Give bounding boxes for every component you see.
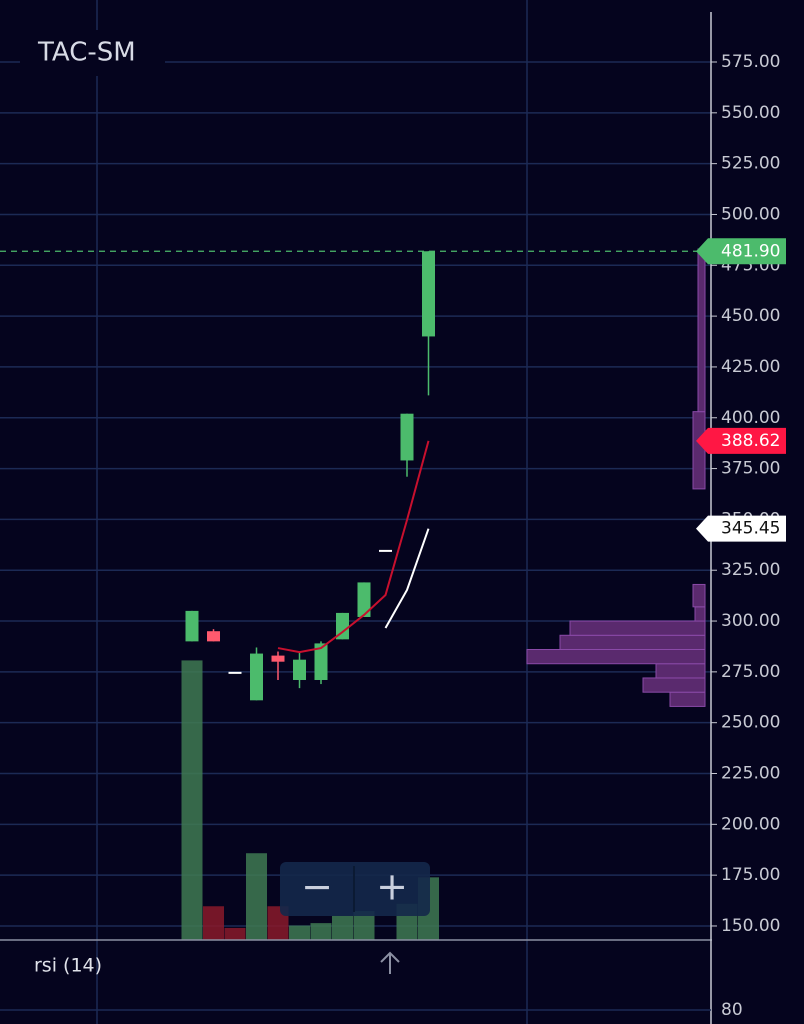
- indicator-line: [277, 440, 430, 654]
- rsi-tick-label: 80: [721, 1000, 743, 1020]
- y-tick-label: 550.00: [721, 103, 780, 123]
- y-tick-label: 200.00: [721, 814, 780, 834]
- y-tick-label: 375.00: [721, 459, 780, 479]
- y-tick-label: 150.00: [721, 916, 780, 936]
- profile-bar: [692, 411, 706, 490]
- y-tick-label: 575.00: [721, 52, 780, 72]
- candle-body: [314, 643, 328, 680]
- profile-bar: [559, 634, 706, 651]
- candle-body: [357, 582, 371, 617]
- profile-bar: [642, 677, 706, 693]
- y-tick-label: 525.00: [721, 154, 780, 174]
- profile-bar: [697, 248, 706, 413]
- volume-bar: [246, 853, 267, 940]
- volume-bar: [353, 911, 375, 940]
- price-tag: [696, 427, 786, 454]
- candle-body: [271, 655, 285, 662]
- zoom-in-button[interactable]: +: [376, 865, 408, 909]
- profile-bar: [669, 691, 706, 707]
- volume-bar: [181, 660, 203, 940]
- y-tick-label: 275.00: [721, 662, 780, 682]
- grid: [0, 61, 711, 927]
- volume-bar: [332, 915, 353, 940]
- zoom-out-button[interactable]: −: [301, 865, 333, 909]
- profile-bar: [526, 649, 706, 665]
- volume-bar: [224, 927, 246, 940]
- volume-bar: [289, 925, 310, 940]
- volume-bar: [310, 923, 332, 940]
- candle-body: [185, 610, 199, 642]
- scroll-up-arrow[interactable]: [380, 951, 400, 974]
- profile-bar: [694, 606, 706, 622]
- chart-title: TAC-SM: [37, 38, 136, 68]
- profile-bar: [692, 583, 706, 608]
- price-tag-label: 481.90: [721, 241, 780, 261]
- y-tick-label: 250.00: [721, 713, 780, 733]
- candle-body: [400, 413, 414, 461]
- y-tick-label: 325.00: [721, 560, 780, 580]
- plot-layer: [0, 250, 700, 701]
- y-tick-label: 500.00: [721, 204, 780, 224]
- title-bg: [20, 30, 165, 76]
- y-tick-label: 425.00: [721, 357, 780, 377]
- volume-profile-layer: [526, 248, 706, 707]
- y-tick-label: 450.00: [721, 306, 780, 326]
- profile-bar: [569, 620, 706, 636]
- candle-body: [336, 612, 349, 640]
- zoom-controls: − +: [280, 862, 430, 916]
- candle-body: [293, 659, 306, 680]
- rsi-label: rsi (14): [34, 955, 102, 977]
- price-tag-label: 345.45: [721, 519, 780, 539]
- price-tag: [696, 238, 786, 265]
- price-tag-label: 388.62: [721, 431, 780, 451]
- profile-bar: [655, 663, 706, 679]
- candle-body: [379, 549, 392, 552]
- candle-body: [207, 631, 220, 642]
- price-tag: [696, 515, 786, 542]
- indicator-line: [384, 528, 430, 629]
- volume-bar: [203, 906, 224, 940]
- y-tick-label: 300.00: [721, 611, 780, 631]
- y-tick-label: 225.00: [721, 764, 780, 784]
- candle-body: [422, 251, 435, 337]
- y-tick-label: 400.00: [721, 408, 780, 428]
- candle-body: [228, 671, 242, 674]
- candle-body: [250, 653, 263, 701]
- y-tick-label: 175.00: [721, 865, 780, 885]
